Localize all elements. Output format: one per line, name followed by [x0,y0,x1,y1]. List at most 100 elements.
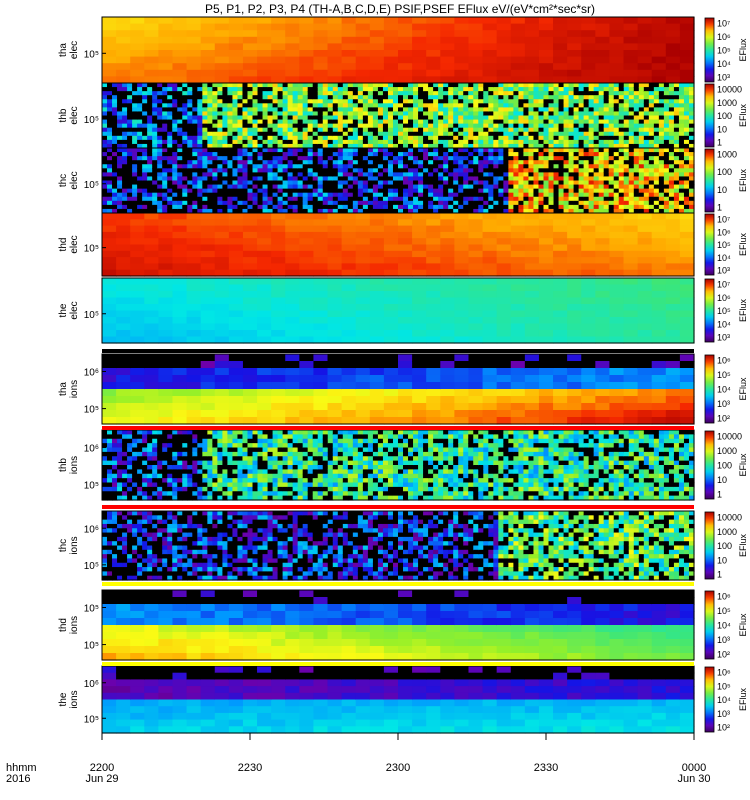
heatmap-cell [543,87,550,92]
heatmap-cell [147,168,153,173]
heatmap-cell [137,107,143,113]
heatmap-cell [341,30,357,38]
heatmap-cell [102,269,117,277]
heatmap-cell [322,87,329,92]
heatmap-cell [533,135,540,141]
heatmap-cell [398,30,413,38]
heatmap-cell [207,200,213,206]
heatmap-cell [463,143,469,149]
heatmap-cell [362,83,369,88]
heatmap-cell [355,63,371,71]
heatmap-cell [418,111,424,117]
heatmap-cell [147,160,153,165]
heatmap-cell [488,152,494,157]
heatmap-cell [383,336,399,344]
heatmap-cell [578,208,585,214]
heatmap-cell [510,231,526,239]
heatmap-cell [538,56,554,64]
heatmap-cell [369,278,385,286]
heatmap-cell [271,297,286,305]
heatmap-cell [518,139,525,145]
heatmap-cell [327,225,343,233]
heatmap-cell [322,107,329,113]
heatmap-cell [102,213,117,220]
heatmap-cell [369,310,385,318]
heatmap-cell [496,263,512,271]
heatmap-cell [112,127,118,133]
heatmap-cell [222,160,229,165]
heatmap-cell [257,107,264,113]
heatmap-cell [623,23,639,31]
panel-ylabel: thaelec [58,41,80,59]
heatmap-cell [237,168,244,173]
heatmap-cell [332,127,339,133]
heatmap-cell [648,143,655,149]
panel-ylabel-probe: thb [58,108,69,122]
heatmap-cell [613,172,620,178]
heatmap-cell [228,330,244,338]
heatmap-cell [426,213,441,220]
heatmap-cell [688,160,695,165]
heatmap-cell [377,196,384,202]
heatmap-cell [673,200,680,206]
heatmap-cell [297,168,304,173]
heatmap-cell [200,63,216,71]
heatmap-cell [398,278,413,286]
heatmap-cell [398,180,404,186]
heatmap-cell [658,168,665,173]
heatmap-cell [282,99,289,104]
heatmap-cell [493,135,499,141]
heatmap-cell [573,164,580,169]
heatmap-cell [187,196,193,202]
heatmap-cell [413,148,419,153]
heatmap-cell [317,204,324,210]
heatmap-cell [277,131,284,137]
heatmap-cell [438,103,444,108]
heatmap-cell [583,99,590,104]
heatmap-cell [608,196,615,202]
heatmap-cell [426,336,441,344]
heatmap-cell [524,278,540,286]
heatmap-cell [322,164,329,169]
heatmap-cell [538,250,554,258]
heatmap-cell [262,176,269,182]
heatmap-cell [282,135,289,141]
heatmap-cell [202,188,208,194]
heatmap-cell [162,176,168,182]
heatmap-cell [207,83,213,88]
heatmap-cell [186,23,202,31]
heatmap-cell [272,131,279,137]
heatmap-cell [426,304,441,312]
panel-ylabel: thdelec [58,235,80,253]
heatmap-cell [518,176,525,182]
heatmap-cell [122,180,128,186]
heatmap-cell [352,152,359,157]
heatmap-cell [413,83,419,88]
heatmap-cell [182,83,188,88]
heatmap-cell [643,168,650,173]
heatmap-cell [347,119,354,125]
heatmap-cell [327,192,334,198]
heatmap-cell [372,164,379,169]
heatmap-cell [158,231,174,239]
heatmap-cell [658,208,665,214]
heatmap-cell [107,135,113,141]
heatmap-cell [144,278,159,286]
heatmap-cell [132,135,138,141]
heatmap-cell [581,43,596,51]
heatmap-cell [277,91,284,96]
heatmap-cell [341,278,357,286]
heatmap-cell [488,172,494,178]
heatmap-cell [252,119,259,125]
heatmap-cell [102,95,108,100]
heatmap-cell [257,238,272,246]
heatmap-cell [202,107,208,113]
heatmap-cell [362,160,369,165]
heatmap-cell [496,330,512,338]
heatmap-cell [508,95,514,100]
heatmap-cell [668,156,675,161]
heatmap-cell [568,188,575,194]
heatmap-cell [633,188,640,194]
heatmap-cell [327,238,343,246]
